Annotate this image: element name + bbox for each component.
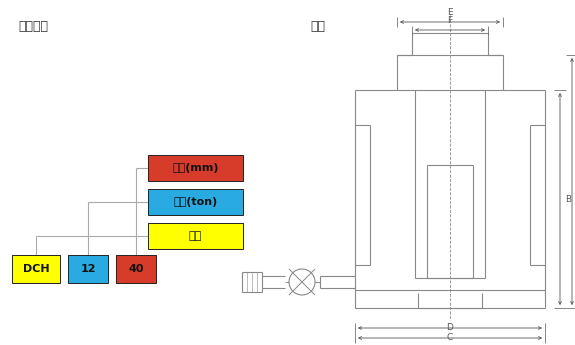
- Text: 型号: 型号: [189, 231, 202, 241]
- Text: C: C: [447, 333, 453, 342]
- Bar: [68, 255, 108, 283]
- Text: 载荷(ton): 载荷(ton): [174, 197, 217, 207]
- Text: 尺寸: 尺寸: [310, 20, 325, 33]
- Text: 40: 40: [128, 264, 144, 274]
- Bar: [148, 155, 243, 181]
- Text: D: D: [447, 323, 454, 332]
- Bar: [148, 223, 243, 249]
- Bar: [116, 255, 156, 283]
- Text: 型号说明: 型号说明: [18, 20, 48, 33]
- Text: 12: 12: [81, 264, 96, 274]
- Text: F: F: [447, 16, 453, 25]
- Text: E: E: [447, 8, 453, 17]
- Text: B: B: [565, 195, 571, 204]
- Text: 行程(mm): 行程(mm): [172, 163, 218, 173]
- Bar: [148, 189, 243, 215]
- Text: DCH: DCH: [22, 264, 49, 274]
- Bar: [12, 255, 60, 283]
